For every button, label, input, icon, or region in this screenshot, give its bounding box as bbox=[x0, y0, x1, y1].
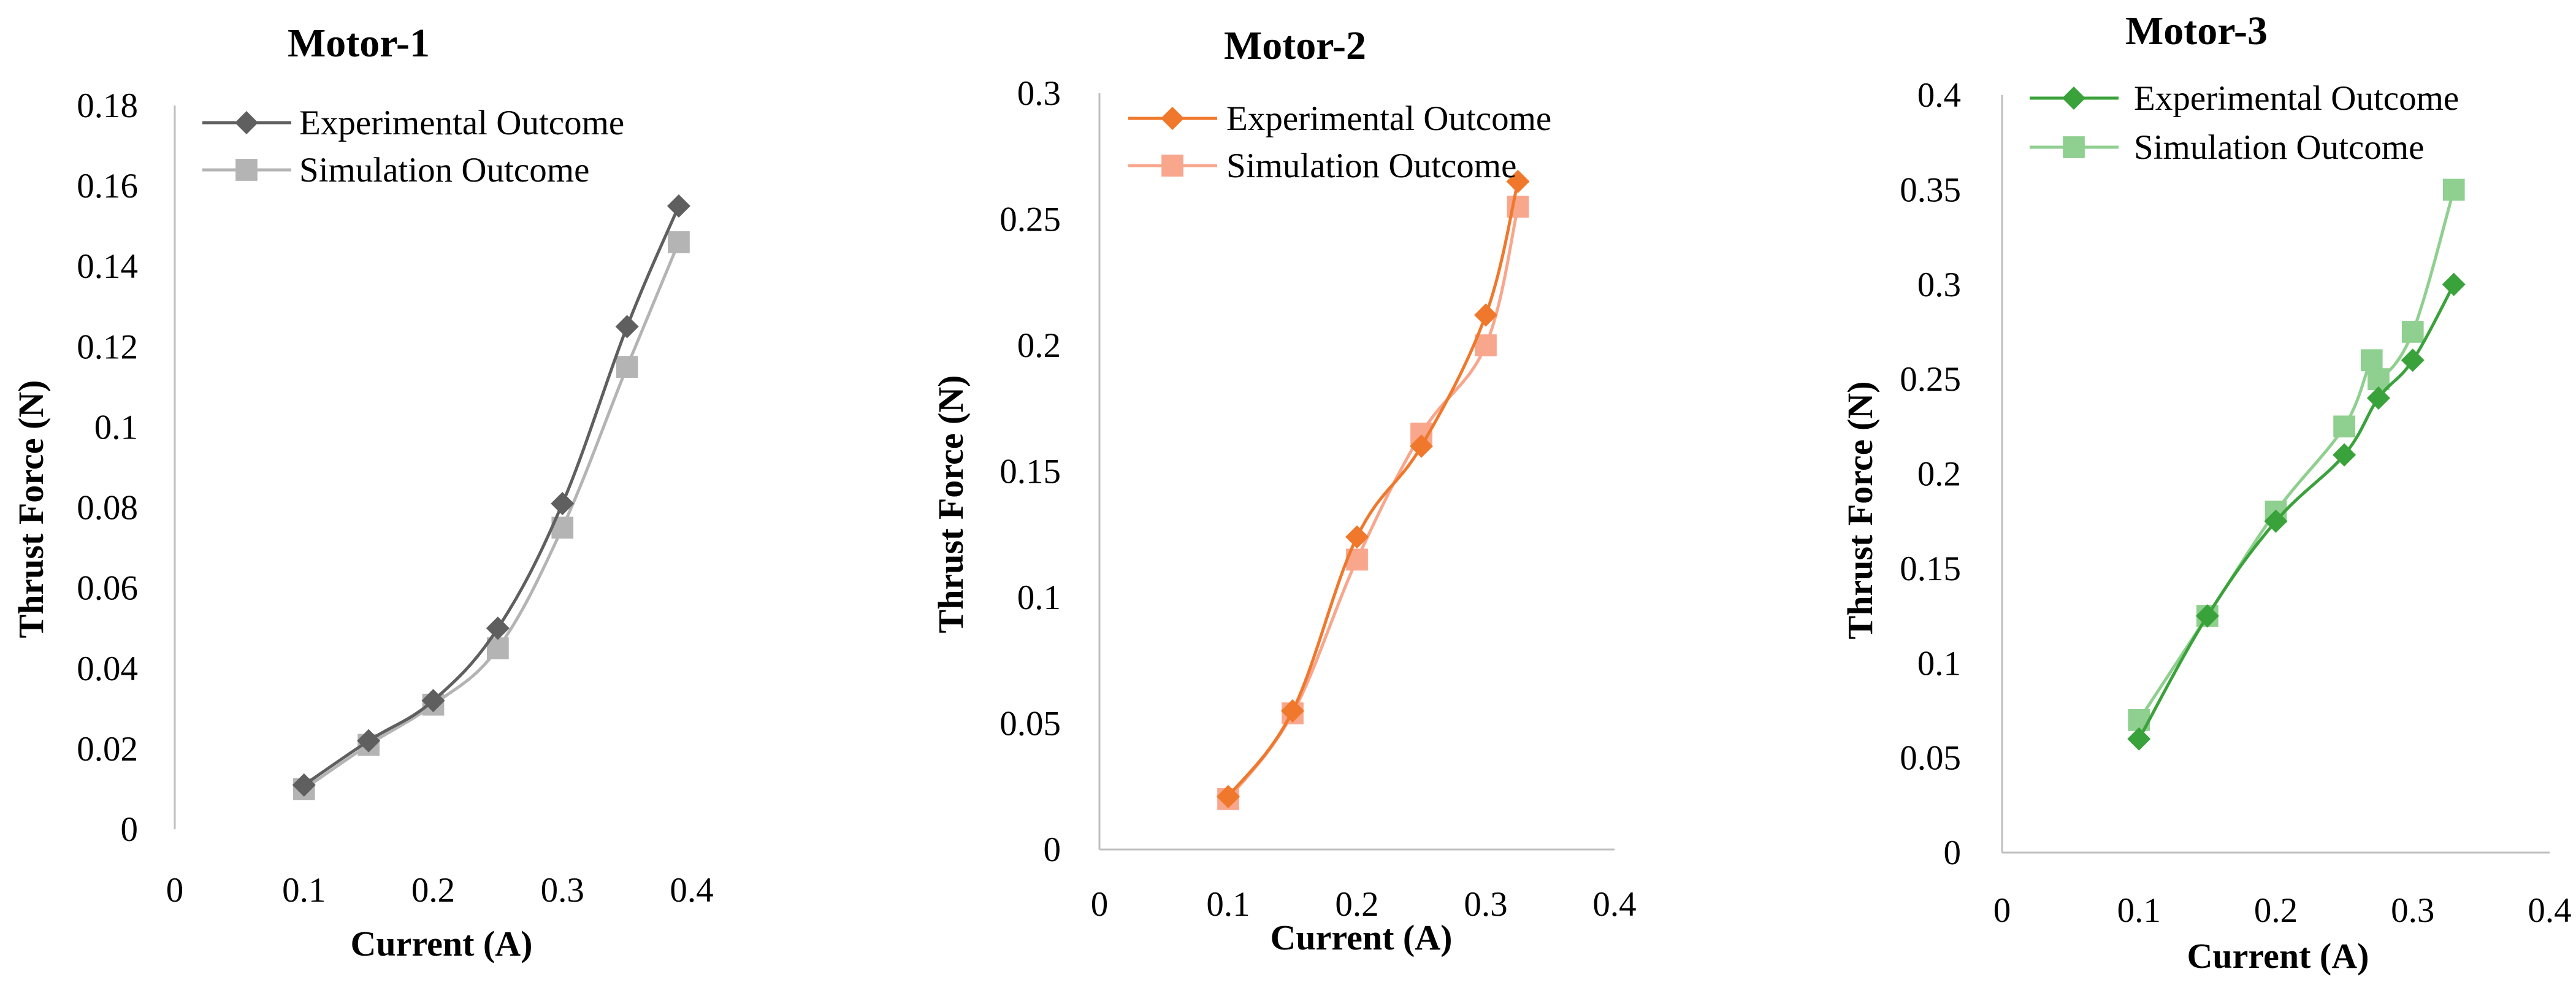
y-tick-label: 0.05 bbox=[1900, 739, 1961, 778]
y-tick-label: 0.3 bbox=[1017, 74, 1061, 113]
data-point-diamond bbox=[1345, 525, 1369, 549]
data-point-square bbox=[2442, 178, 2465, 201]
x-tick-label: 0.2 bbox=[1335, 885, 1378, 924]
legend-label: Simulation Outcome bbox=[1226, 147, 1516, 185]
data-point-square bbox=[1475, 334, 1497, 356]
legend-label: Experimental Outcome bbox=[1226, 99, 1551, 138]
y-tick-label: 0.1 bbox=[94, 408, 138, 447]
series-line bbox=[2137, 283, 2456, 741]
y-tick-label: 0.1 bbox=[1017, 578, 1061, 617]
y-tick-label: 0 bbox=[121, 810, 139, 849]
x-tick-label: 0.2 bbox=[2254, 891, 2298, 930]
series-line bbox=[302, 204, 681, 787]
data-point-diamond bbox=[1281, 699, 1304, 723]
y-tick-label: 0.1 bbox=[1917, 644, 1961, 683]
y-axis-title: Thrust Force (N) bbox=[11, 380, 51, 639]
data-point-square bbox=[616, 356, 638, 378]
chart-panel-motor-3: Motor-3 Current (A) Thrust Force (N) 0 0.… bbox=[1840, 9, 2572, 976]
x-tick-label: 0.4 bbox=[670, 871, 713, 910]
x-tick-label: 0 bbox=[1993, 891, 2011, 930]
data-point-diamond bbox=[1474, 303, 1497, 327]
chart-panel-motor-1: Motor-1 Current (A) Thrust Force (N) 0 0.… bbox=[11, 21, 714, 964]
y-tick-label: 0.04 bbox=[77, 650, 138, 688]
y-tick-label: 0.02 bbox=[77, 730, 138, 769]
chart-title: Motor-2 bbox=[1224, 23, 1366, 68]
data-point-diamond bbox=[421, 689, 445, 713]
y-tick-label: 0.15 bbox=[999, 453, 1061, 491]
y-tick-label: 0.3 bbox=[1917, 266, 1961, 304]
data-point-diamond bbox=[1410, 434, 1433, 458]
legend-label: Experimental Outcome bbox=[2134, 79, 2459, 118]
series-line bbox=[2137, 188, 2456, 722]
data-point-diamond bbox=[1217, 784, 1240, 808]
y-axis-title: Thrust Force (N) bbox=[1840, 382, 1880, 640]
data-point-diamond bbox=[2442, 272, 2466, 296]
x-tick-label: 0.1 bbox=[2117, 891, 2161, 930]
legend-label: Simulation Outcome bbox=[2134, 128, 2424, 167]
series-line bbox=[1226, 205, 1519, 801]
y-tick-label: 0.08 bbox=[77, 489, 138, 527]
y-tick-label: 0.2 bbox=[1917, 455, 1961, 494]
data-point-square bbox=[668, 231, 690, 253]
x-axis-title: Current (A) bbox=[1271, 918, 1453, 957]
y-tick-label: 0.14 bbox=[77, 247, 138, 286]
data-point-diamond bbox=[2366, 386, 2390, 410]
y-tick-label: 0.2 bbox=[1017, 326, 1061, 365]
x-tick-label: 0.4 bbox=[1592, 885, 1636, 924]
x-tick-label: 0.3 bbox=[541, 871, 584, 910]
legend-marker-square bbox=[1161, 155, 1183, 177]
chart-panel-motor-2: Motor-2 Current (A) Thrust Force (N) 0 0.… bbox=[931, 23, 1637, 957]
data-point-diamond bbox=[1506, 169, 1530, 193]
y-axis-title: Thrust Force (N) bbox=[931, 375, 971, 634]
series-line bbox=[1226, 180, 1519, 799]
legend-marker-diamond bbox=[235, 111, 258, 134]
legend-marker-square bbox=[2063, 136, 2085, 158]
data-point-diamond bbox=[551, 492, 575, 515]
x-tick-label: 0.3 bbox=[2391, 891, 2434, 930]
x-tick-label: 0.1 bbox=[282, 871, 326, 910]
y-tick-label: 0.25 bbox=[1900, 360, 1961, 399]
data-point-diamond bbox=[292, 773, 316, 797]
y-tick-label: 0 bbox=[1044, 830, 1061, 869]
data-point-diamond bbox=[2401, 348, 2425, 372]
x-axis-title: Current (A) bbox=[351, 924, 533, 964]
data-point-diamond bbox=[615, 315, 639, 339]
data-point-diamond bbox=[357, 729, 381, 753]
y-tick-label: 0.25 bbox=[999, 201, 1061, 239]
data-point-diamond bbox=[2195, 604, 2219, 628]
data-point-diamond bbox=[667, 194, 690, 218]
data-point-diamond bbox=[2333, 443, 2356, 467]
chart-title: Motor-3 bbox=[2125, 9, 2268, 53]
x-tick-label: 0 bbox=[166, 871, 184, 910]
y-tick-label: 0.4 bbox=[1917, 76, 1961, 115]
data-point-square bbox=[2360, 349, 2383, 372]
data-point-diamond bbox=[2264, 509, 2288, 533]
y-tick-label: 0.06 bbox=[77, 569, 138, 608]
data-point-diamond bbox=[486, 616, 510, 640]
y-tick-label: 0.12 bbox=[77, 328, 138, 366]
data-point-diamond bbox=[2127, 727, 2151, 751]
legend-label: Experimental Outcome bbox=[299, 104, 624, 142]
chart-title: Motor-1 bbox=[288, 21, 430, 66]
x-tick-label: 0.1 bbox=[1206, 885, 1250, 924]
y-tick-label: 0.18 bbox=[77, 86, 138, 125]
legend-marker-diamond bbox=[2062, 86, 2085, 110]
legend-marker-square bbox=[235, 159, 258, 181]
y-tick-label: 0.35 bbox=[1900, 171, 1961, 209]
x-tick-label: 0.2 bbox=[411, 871, 455, 910]
x-tick-label: 0.4 bbox=[2528, 891, 2571, 930]
y-tick-label: 0.16 bbox=[77, 167, 138, 205]
legend-label: Simulation Outcome bbox=[299, 151, 589, 190]
y-tick-label: 0.05 bbox=[999, 705, 1061, 743]
x-axis-title: Current (A) bbox=[2187, 936, 2369, 976]
data-point-square bbox=[2401, 321, 2424, 343]
x-tick-label: 0 bbox=[1091, 885, 1109, 924]
y-tick-label: 0.15 bbox=[1900, 550, 1961, 588]
legend-marker-diamond bbox=[1161, 107, 1184, 130]
data-point-square bbox=[2333, 415, 2355, 438]
x-tick-label: 0.3 bbox=[1464, 885, 1507, 924]
y-tick-label: 0 bbox=[1944, 834, 1962, 872]
